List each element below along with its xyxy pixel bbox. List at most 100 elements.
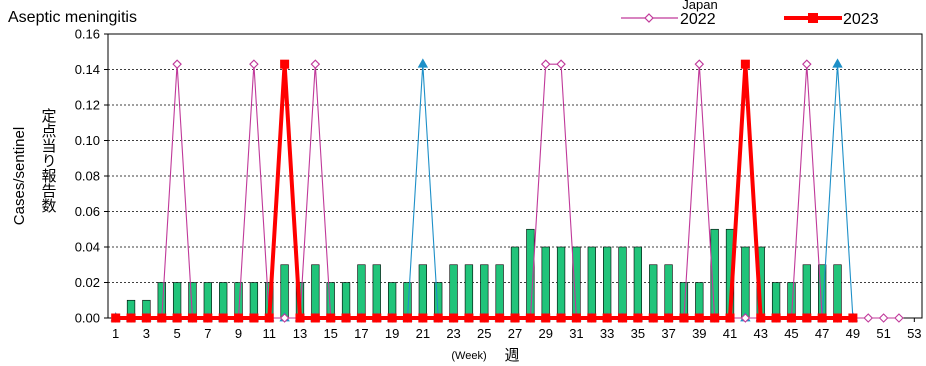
marker-square <box>479 313 489 323</box>
marker-diamond <box>172 59 182 69</box>
legend-label-2023: 2023 <box>843 11 879 28</box>
bar <box>449 264 458 319</box>
marker-diamond <box>279 313 290 323</box>
marker-square <box>157 313 167 323</box>
marker-square <box>694 313 704 323</box>
marker-square <box>756 313 766 323</box>
marker-square <box>618 313 628 323</box>
y-tick-label: 0.14 <box>75 62 100 77</box>
marker-diamond <box>740 313 751 323</box>
plot-area: 0.000.020.040.060.080.100.120.140.161 3 5 7… <box>75 27 923 341</box>
bar <box>280 264 289 319</box>
x-tick-label: 39 <box>692 326 706 341</box>
chart-title: Aseptic meningitis <box>8 9 137 26</box>
marker-square <box>326 313 336 323</box>
marker-diamond <box>894 313 904 323</box>
bar <box>311 264 320 319</box>
x-axis-label-ja: 週 <box>504 347 519 364</box>
marker-square <box>664 313 674 323</box>
bar <box>464 264 474 319</box>
marker-square <box>218 313 228 323</box>
marker-diamond <box>249 59 259 69</box>
marker-square <box>648 313 658 323</box>
x-tick-label: 29 <box>538 326 552 341</box>
y-tick-label: 0.00 <box>75 311 100 326</box>
bar <box>587 246 596 319</box>
y-axis-label: Cases/sentinel <box>11 127 28 225</box>
legend: Japan 2022 2023 <box>621 0 879 28</box>
bar <box>618 246 627 319</box>
marker-square <box>111 313 121 323</box>
bar <box>372 264 381 319</box>
marker-diamond <box>694 59 705 69</box>
x-tick-label: 3 <box>143 326 150 341</box>
x-tick-label: 9 <box>235 326 242 341</box>
series-line-2022 <box>115 63 899 319</box>
marker-triangle <box>417 58 429 68</box>
marker-square <box>464 313 474 323</box>
bar <box>541 246 550 319</box>
x-tick-label: 33 <box>600 326 614 341</box>
marker-square <box>802 313 812 323</box>
y-tick-label: 0.08 <box>75 169 100 184</box>
marker-square <box>587 313 597 323</box>
bar <box>603 246 612 319</box>
marker-square <box>372 313 382 323</box>
marker-diamond <box>863 313 874 323</box>
marker-square <box>571 313 581 323</box>
marker-square <box>556 313 566 323</box>
marker-square <box>449 313 459 323</box>
marker-square <box>771 313 781 323</box>
marker-diamond <box>878 313 889 323</box>
marker-square <box>679 313 689 323</box>
bar <box>802 264 811 319</box>
y-axis-label-ja: 定点当り報告数 <box>40 108 57 213</box>
x-tick-label: 13 <box>293 326 307 341</box>
marker-diamond <box>802 59 812 69</box>
marker-square <box>402 313 412 323</box>
bar <box>556 246 566 319</box>
marker-square <box>418 313 428 323</box>
marker-square <box>495 313 505 323</box>
marker-square <box>264 313 274 323</box>
marker-square <box>280 59 290 69</box>
x-tick-label: 27 <box>508 326 522 341</box>
marker-square <box>433 313 443 323</box>
x-axis-label: (Week) <box>451 350 486 362</box>
marker-square <box>525 313 535 323</box>
marker-square <box>141 313 151 323</box>
marker-square <box>848 313 858 323</box>
marker-square <box>249 313 259 323</box>
marker-square <box>234 313 244 323</box>
y-tick-label: 0.12 <box>75 98 100 113</box>
marker-square <box>387 313 397 323</box>
marker-square <box>295 313 305 323</box>
marker-diamond <box>540 59 551 69</box>
y-tick-label: 0.16 <box>75 27 100 42</box>
x-tick-label: 19 <box>385 326 399 341</box>
marker-square <box>510 313 520 323</box>
y-tick-label: 0.04 <box>75 240 100 255</box>
bar <box>633 246 643 319</box>
y-tick-label: 0.02 <box>75 275 100 290</box>
bar <box>833 264 842 319</box>
bar <box>510 246 520 319</box>
x-tick-label: 41 <box>723 326 737 341</box>
bar <box>357 264 366 319</box>
bar <box>664 264 673 319</box>
marker-square <box>786 313 796 323</box>
x-tick-label: 37 <box>661 326 675 341</box>
marker-square <box>633 313 643 323</box>
bar <box>649 264 658 319</box>
marker-square <box>356 313 366 323</box>
x-tick-label: 45 <box>784 326 798 341</box>
marker-diamond <box>310 59 321 69</box>
marker-square <box>725 313 735 323</box>
x-tick-label: 31 <box>569 326 583 341</box>
x-tick-label: 1 <box>112 326 119 341</box>
bar <box>418 264 427 319</box>
marker-square <box>341 313 351 323</box>
marker-square <box>187 313 197 323</box>
marker-square <box>833 313 843 323</box>
